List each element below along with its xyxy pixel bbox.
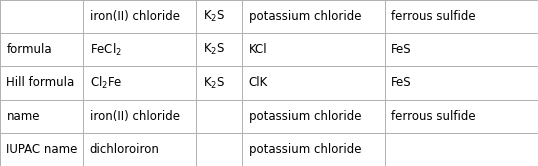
- Text: K$_2$S: K$_2$S: [203, 42, 225, 57]
- Text: Hill formula: Hill formula: [6, 77, 75, 89]
- Text: iron(II) chloride: iron(II) chloride: [90, 110, 180, 123]
- Text: potassium chloride: potassium chloride: [249, 10, 361, 23]
- Text: ferrous sulfide: ferrous sulfide: [391, 110, 476, 123]
- Text: IUPAC name: IUPAC name: [6, 143, 78, 156]
- Text: potassium chloride: potassium chloride: [249, 110, 361, 123]
- Text: formula: formula: [6, 43, 52, 56]
- Text: dichloroiron: dichloroiron: [90, 143, 160, 156]
- Text: potassium chloride: potassium chloride: [249, 143, 361, 156]
- Text: FeS: FeS: [391, 43, 412, 56]
- Text: K$_2$S: K$_2$S: [203, 76, 225, 90]
- Text: ferrous sulfide: ferrous sulfide: [391, 10, 476, 23]
- Text: FeCl$_2$: FeCl$_2$: [90, 42, 122, 58]
- Text: FeS: FeS: [391, 77, 412, 89]
- Text: ClK: ClK: [249, 77, 268, 89]
- Text: iron(II) chloride: iron(II) chloride: [90, 10, 180, 23]
- Text: Cl$_2$Fe: Cl$_2$Fe: [90, 75, 122, 91]
- Text: name: name: [6, 110, 40, 123]
- Text: K$_2$S: K$_2$S: [203, 9, 225, 24]
- Text: KCl: KCl: [249, 43, 267, 56]
